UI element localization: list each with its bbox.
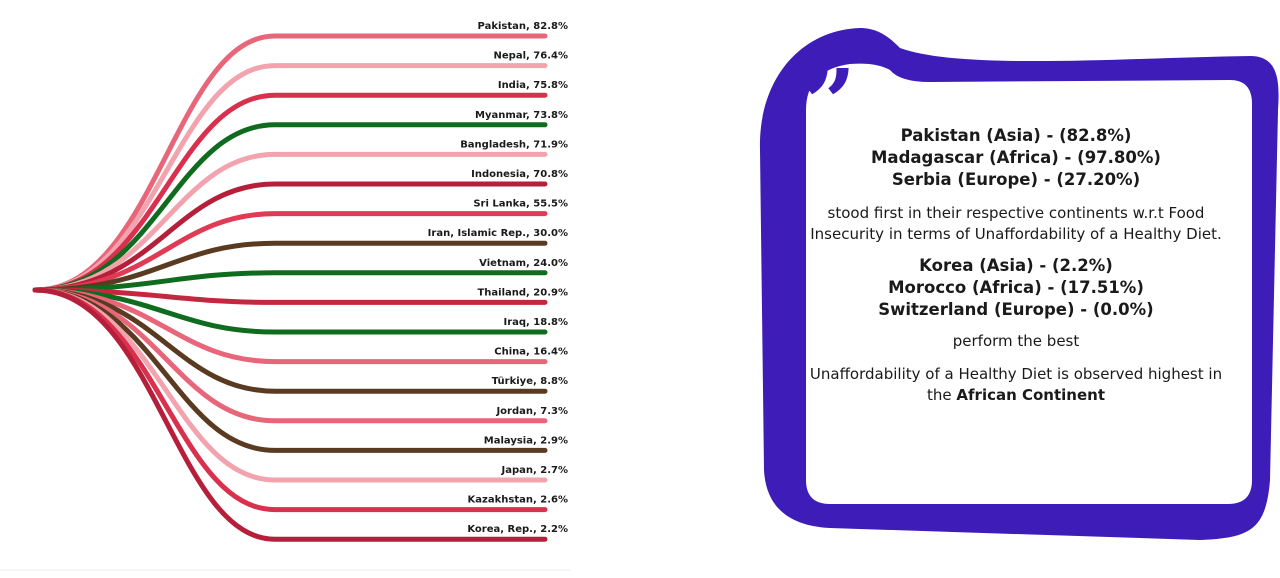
branch-label: Malaysia, 2.9% [484, 435, 568, 446]
branch-label: Iraq, 18.8% [503, 317, 568, 328]
final-statement-prefix: Unaffordability of a Healthy Diet is obs… [809, 365, 1223, 404]
decomposition-chart: Pakistan, 82.8% Nepal, 76.4% India, 75.8% M… [0, 21, 570, 571]
branch-label: Kazakhstan, 2.6% [468, 495, 568, 506]
final-statement: Unaffordability of a Healthy Diet is obs… [806, 364, 1226, 406]
branch-label: Sri Lanka, 55.5% [473, 199, 568, 210]
best-performer-switzerland: Switzerland (Europe) - (0.0%) [878, 300, 1154, 319]
branch-label: Korea, Rep., 2.2% [467, 524, 568, 535]
top-performer-madagascar: Madagascar (Africa) - (97.80%) [871, 148, 1161, 167]
card-middle-text: stood first in their respective continen… [810, 204, 1222, 243]
branch-curve [32, 287, 548, 424]
branch-curve [32, 287, 548, 394]
branch-label: Nepal, 76.4% [494, 51, 568, 62]
branch-label: Thailand, 20.9% [477, 287, 568, 298]
final-statement-bold: African Continent [956, 386, 1105, 404]
branch-label: Bangladesh, 71.9% [460, 139, 568, 150]
card-text-block: Pakistan (Asia) - (82.8%) Madagascar (Af… [806, 125, 1226, 406]
branch-curve [32, 287, 548, 542]
branch-label: Türkiye, 8.8% [492, 376, 568, 387]
branch-label: Pakistan, 82.8% [478, 21, 568, 32]
best-performer-korea: Korea (Asia) - (2.2%) [919, 256, 1113, 275]
branch-label: Myanmar, 73.8% [475, 110, 568, 121]
top-performer-pakistan: Pakistan (Asia) - (82.8%) [900, 126, 1132, 145]
branch-label: Iran, Islamic Rep., 30.0% [428, 228, 568, 239]
branch-label: China, 16.4% [494, 347, 568, 358]
branch-label: Jordan, 7.3% [495, 406, 568, 417]
branch-label: Japan, 2.7% [500, 465, 568, 476]
branch-label: Indonesia, 70.8% [471, 169, 568, 180]
top-performer-serbia: Serbia (Europe) - (27.20%) [891, 170, 1141, 189]
best-performer-morocco: Morocco (Africa) - (17.51%) [888, 278, 1144, 297]
branch-label: India, 75.8% [498, 80, 568, 91]
branch-label: Vietnam, 24.0% [479, 258, 568, 269]
perform-text: perform the best [952, 332, 1080, 350]
branch-curve [32, 287, 548, 453]
